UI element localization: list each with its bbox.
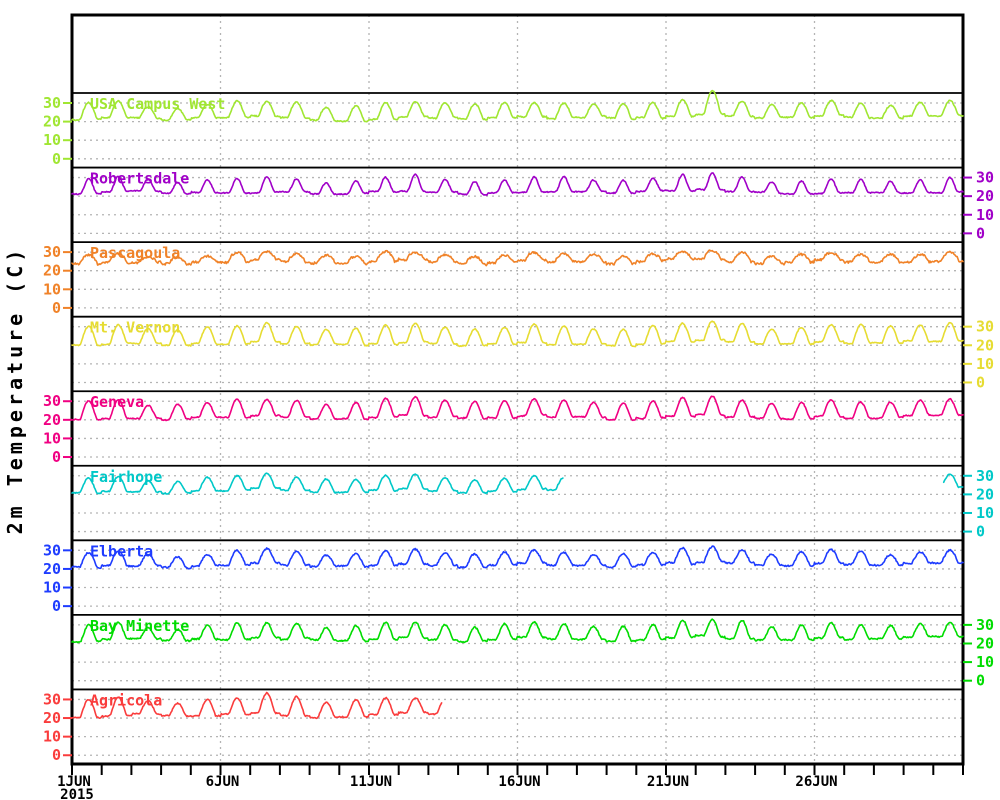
y-tick-label-left: 20 <box>43 113 61 131</box>
y-tick-label-left: 20 <box>43 411 61 429</box>
x-tick-label: 16JUN <box>498 774 540 790</box>
y-tick-label-left: 30 <box>43 392 61 410</box>
trace-fairhope <box>71 472 564 495</box>
y-tick-label-left: 20 <box>43 709 61 727</box>
y-tick-label-left: 10 <box>43 728 61 746</box>
station-label-mt-vernon: Mt. Vernon <box>90 319 180 337</box>
y-tick-label-right: 10 <box>976 653 994 671</box>
y-tick-label-right: 20 <box>976 634 994 652</box>
y-axis-title: 2m Temperature (C) <box>3 246 27 535</box>
y-tick-label-right: 10 <box>976 355 994 373</box>
y-tick-label-right: 30 <box>976 467 994 485</box>
station-label-elberta: Elberta <box>90 542 153 560</box>
station-label-robertsdale: Robertsdale <box>90 170 189 188</box>
trace-mt-vernon <box>71 320 964 348</box>
station-label-pascagoula: Pascagoula <box>90 244 180 262</box>
y-tick-label-left: 0 <box>52 299 61 317</box>
y-tick-label-right: 10 <box>976 504 994 522</box>
y-tick-label-right: 10 <box>976 206 994 224</box>
y-tick-label-left: 20 <box>43 262 61 280</box>
station-label-fairhope: Fairhope <box>90 468 162 486</box>
y-tick-label-left: 10 <box>43 280 61 298</box>
y-tick-label-right: 20 <box>976 485 994 503</box>
trace-elberta <box>71 545 964 570</box>
y-tick-label-right: 0 <box>976 672 985 690</box>
station-label-bay-minette: Bay Minette <box>90 617 189 635</box>
y-tick-label-right: 20 <box>976 187 994 205</box>
y-tick-label-right: 0 <box>976 224 985 242</box>
trace-geneva <box>71 395 964 422</box>
y-tick-label-left: 0 <box>52 597 61 615</box>
station-label-usa-campus-west: USA Campus West <box>90 95 225 113</box>
x-year-label: 2015 <box>60 787 94 800</box>
y-tick-label-right: 30 <box>976 318 994 336</box>
y-tick-label-left: 20 <box>43 560 61 578</box>
y-tick-label-left: 30 <box>43 243 61 261</box>
trace-robertsdale <box>71 172 964 196</box>
y-tick-label-right: 30 <box>976 169 994 187</box>
trace-usa-campus-west <box>71 89 964 123</box>
x-tick-label: 6JUN <box>206 774 240 790</box>
x-tick-label: 11JUN <box>350 774 392 790</box>
trace-agricola <box>71 691 443 720</box>
y-tick-label-left: 0 <box>52 448 61 466</box>
trace-pascagoula <box>71 249 964 267</box>
y-tick-label-right: 20 <box>976 336 994 354</box>
y-tick-label-left: 10 <box>43 579 61 597</box>
trace-bay-minette <box>71 618 964 644</box>
y-tick-label-left: 10 <box>43 429 61 447</box>
y-tick-label-left: 10 <box>43 131 61 149</box>
x-tick-label: 1JUN <box>57 774 91 790</box>
station-label-geneva: Geneva <box>90 393 144 411</box>
station-label-agricola: Agricola <box>90 691 162 709</box>
x-tick-label: 26JUN <box>795 774 837 790</box>
trace-fairhope <box>942 473 964 489</box>
y-tick-label-left: 0 <box>52 746 61 764</box>
y-tick-label-right: 0 <box>976 523 985 541</box>
y-tick-label-left: 30 <box>43 541 61 559</box>
y-tick-label-left: 30 <box>43 94 61 112</box>
y-tick-label-left: 30 <box>43 690 61 708</box>
y-tick-label-right: 30 <box>976 616 994 634</box>
y-tick-label-left: 0 <box>52 150 61 168</box>
y-tick-label-right: 0 <box>976 373 985 391</box>
x-tick-label: 21JUN <box>647 774 689 790</box>
